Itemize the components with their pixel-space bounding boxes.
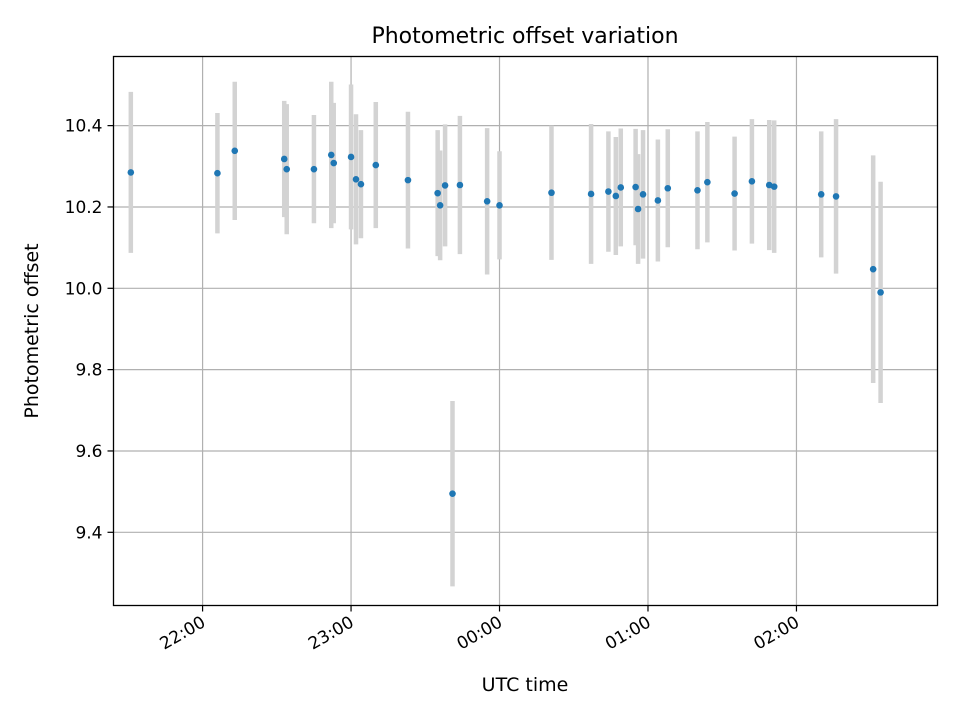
error-bars	[128, 81, 883, 587]
data-point	[280, 155, 288, 163]
y-tick-label: 9.8	[75, 361, 102, 381]
x-tick-label: 22:00	[157, 613, 209, 655]
data-point	[664, 184, 672, 192]
data-point	[231, 147, 239, 155]
data-point	[352, 176, 360, 183]
x-tick-label: 02:00	[751, 613, 803, 655]
data-point	[605, 188, 612, 195]
data-point	[496, 202, 503, 209]
chart-title: Photometric offset variation	[371, 24, 678, 49]
data-point	[357, 180, 365, 188]
data-points	[127, 147, 884, 497]
data-point	[634, 205, 642, 213]
data-point	[748, 178, 756, 185]
grid-lines	[113, 56, 938, 606]
data-point	[869, 265, 877, 273]
x-tick-label: 01:00	[602, 613, 654, 655]
data-point	[283, 165, 291, 173]
y-axis-ticks: 9.4 9.6 9.8 10.0 10.2 10.4	[65, 117, 114, 543]
x-axis-label: UTC time	[482, 674, 569, 696]
y-tick-label: 10.0	[65, 279, 103, 299]
data-point	[347, 153, 355, 161]
data-point	[639, 191, 647, 198]
y-tick-label: 9.4	[75, 523, 102, 543]
data-point	[441, 182, 449, 189]
data-point	[704, 178, 711, 186]
data-point	[654, 197, 662, 204]
data-point	[310, 165, 318, 173]
data-point	[404, 176, 412, 184]
data-point	[372, 161, 380, 169]
data-point	[770, 183, 778, 190]
data-point	[832, 193, 840, 200]
plot-frame	[112, 55, 939, 607]
data-point	[877, 289, 884, 296]
data-point	[449, 490, 456, 497]
data-point	[548, 189, 555, 197]
x-axis-ticks: 22:00 23:00 00:00 01:00 02:00	[157, 605, 803, 655]
data-point	[434, 189, 441, 197]
data-point	[617, 184, 625, 191]
data-point	[587, 190, 595, 198]
x-tick-label: 00:00	[454, 613, 506, 655]
data-point	[483, 197, 491, 205]
y-tick-label: 9.6	[75, 442, 102, 462]
data-point	[612, 192, 620, 200]
y-tick-label: 10.4	[65, 117, 103, 137]
data-point	[817, 191, 825, 198]
data-point	[127, 169, 135, 176]
data-point	[694, 186, 701, 194]
data-point	[330, 159, 338, 167]
y-tick-label: 10.2	[65, 198, 103, 218]
data-point	[632, 183, 639, 191]
data-point	[456, 181, 464, 189]
x-tick-label: 23:00	[305, 613, 357, 655]
y-axis-label: Photometric offset	[21, 243, 43, 418]
data-point	[731, 190, 738, 197]
data-point	[214, 169, 221, 177]
data-point	[436, 202, 444, 209]
data-point	[327, 151, 335, 159]
